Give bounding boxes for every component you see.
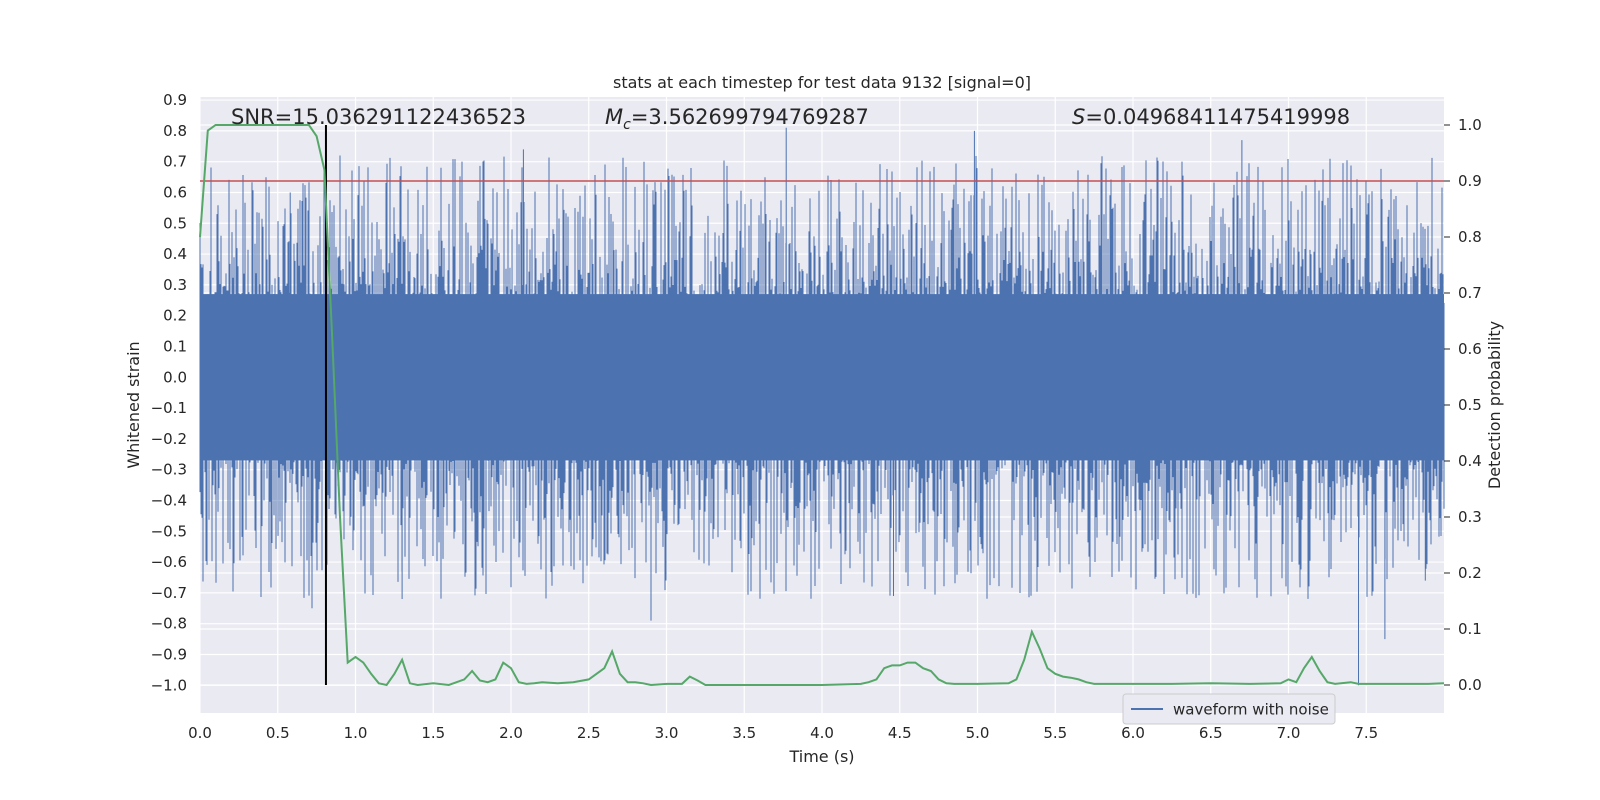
y-tick-label: −0.1 [151,399,187,417]
y2-tick-label: 0.6 [1458,340,1482,358]
y-tick-label: −0.8 [151,615,187,633]
legend: waveform with noise [1122,693,1336,725]
y2-tick-label: 0.5 [1458,396,1482,414]
waveform-series [199,127,1445,686]
snr-annotation: SNR=15.036291122436523 [231,105,526,129]
y2-tick-label: 1.0 [1458,116,1482,134]
y-tick-label: 0.3 [163,276,187,294]
x-tick-label: 3.0 [655,724,679,742]
y-tick-label: −0.4 [151,491,187,509]
y-tick-label: 0.9 [163,91,187,109]
y-tick-label: 0.7 [163,153,187,171]
y-tick-label: 0.8 [163,122,187,140]
x-tick-label: 1.0 [344,724,368,742]
s-symbol: S [1072,105,1085,129]
legend-label: waveform with noise [1173,701,1329,719]
y-tick-label: −0.7 [151,584,187,602]
x-tick-label: 2.0 [499,724,523,742]
legend-box [1122,693,1336,725]
y2-axis-ticks: 1.0 0.9 0.8 0.7 0.6 0.5 0.4 0.3 0.2 0.1 0.0 [1444,116,1482,694]
y-tick-label: −1.0 [151,676,187,694]
y2-tick-label: 0.1 [1458,620,1482,638]
chart-title: stats at each timestep for test data 913… [613,73,1031,92]
x-tick-label: 7.5 [1354,724,1378,742]
y2-tick-label: 0.9 [1458,172,1482,190]
overlay [199,124,1445,687]
x-tick-label: 0.0 [188,724,212,742]
y-tick-label: −0.6 [151,553,187,571]
y-tick-label: −0.2 [151,430,187,448]
y-tick-label: 0.2 [163,307,187,325]
y-axis-label: Whitened strain [124,341,143,468]
y-tick-label: −0.9 [151,645,187,663]
waveform-trace [199,127,1445,686]
x-tick-label: 7.0 [1277,724,1301,742]
y-tick-label: 0.4 [163,245,187,263]
y2-tick-label: 0.0 [1458,676,1482,694]
y2-tick-label: 0.7 [1458,284,1482,302]
x-axis-ticks: 0.0 0.5 1.0 1.5 2.0 2.5 3.0 3.5 4.0 4.5 5.0 5.5 6.0 6… [188,724,1378,742]
x-tick-label: 6.5 [1199,724,1223,742]
x-tick-label: 2.5 [577,724,601,742]
y-tick-label: −0.5 [151,522,187,540]
x-axis-label: Time (s) [788,747,854,766]
x-tick-label: 4.0 [810,724,834,742]
chirp-mass-symbol: M [605,105,623,129]
y-axis-ticks: 0.9 0.8 0.7 0.6 0.5 0.4 0.3 0.2 0.1 0.0 −0.1 −0.2 −0… [151,91,187,694]
y2-axis-label: Detection probability [1485,321,1504,489]
x-tick-label: 0.5 [266,724,290,742]
x-tick-label: 4.5 [888,724,912,742]
y2-tick-label: 0.2 [1458,564,1482,582]
x-tick-label: 5.5 [1043,724,1067,742]
x-tick-label: 1.5 [421,724,445,742]
y2-tick-label: 0.4 [1458,452,1482,470]
chirp-mass-annotation: Mc=3.562699794769287 [605,105,869,133]
y-tick-label: 0.5 [163,214,187,232]
y-tick-label: −0.3 [151,461,187,479]
y2-tick-label: 0.3 [1458,508,1482,526]
y2-tick-label: 0.8 [1458,228,1482,246]
y-tick-label: 0.6 [163,183,187,201]
x-tick-label: 3.5 [732,724,756,742]
y-tick-label: 0.0 [163,368,187,386]
s-value: =0.04968411475419998 [1085,105,1350,129]
chirp-mass-value: =3.562699794769287 [631,105,869,129]
x-tick-label: 6.0 [1121,724,1145,742]
s-annotation: S=0.04968411475419998 [1072,105,1350,129]
x-tick-label: 5.0 [966,724,990,742]
detection-probability-line [199,124,1445,687]
chirp-mass-subscript: c [623,117,631,133]
y-tick-label: 0.1 [163,337,187,355]
